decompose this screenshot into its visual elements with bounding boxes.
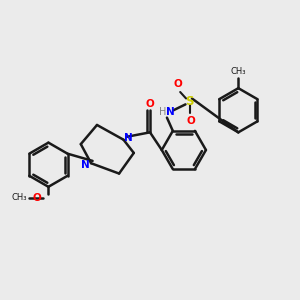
Text: N: N (81, 160, 90, 170)
Text: N: N (166, 107, 175, 117)
Text: O: O (33, 193, 42, 203)
Text: O: O (146, 99, 154, 110)
Text: S: S (185, 95, 193, 108)
Text: H: H (159, 107, 166, 117)
Text: O: O (173, 79, 182, 89)
Text: CH₃: CH₃ (231, 68, 246, 76)
Text: O: O (186, 116, 195, 127)
Text: N: N (124, 133, 133, 143)
Text: CH₃: CH₃ (11, 194, 27, 202)
